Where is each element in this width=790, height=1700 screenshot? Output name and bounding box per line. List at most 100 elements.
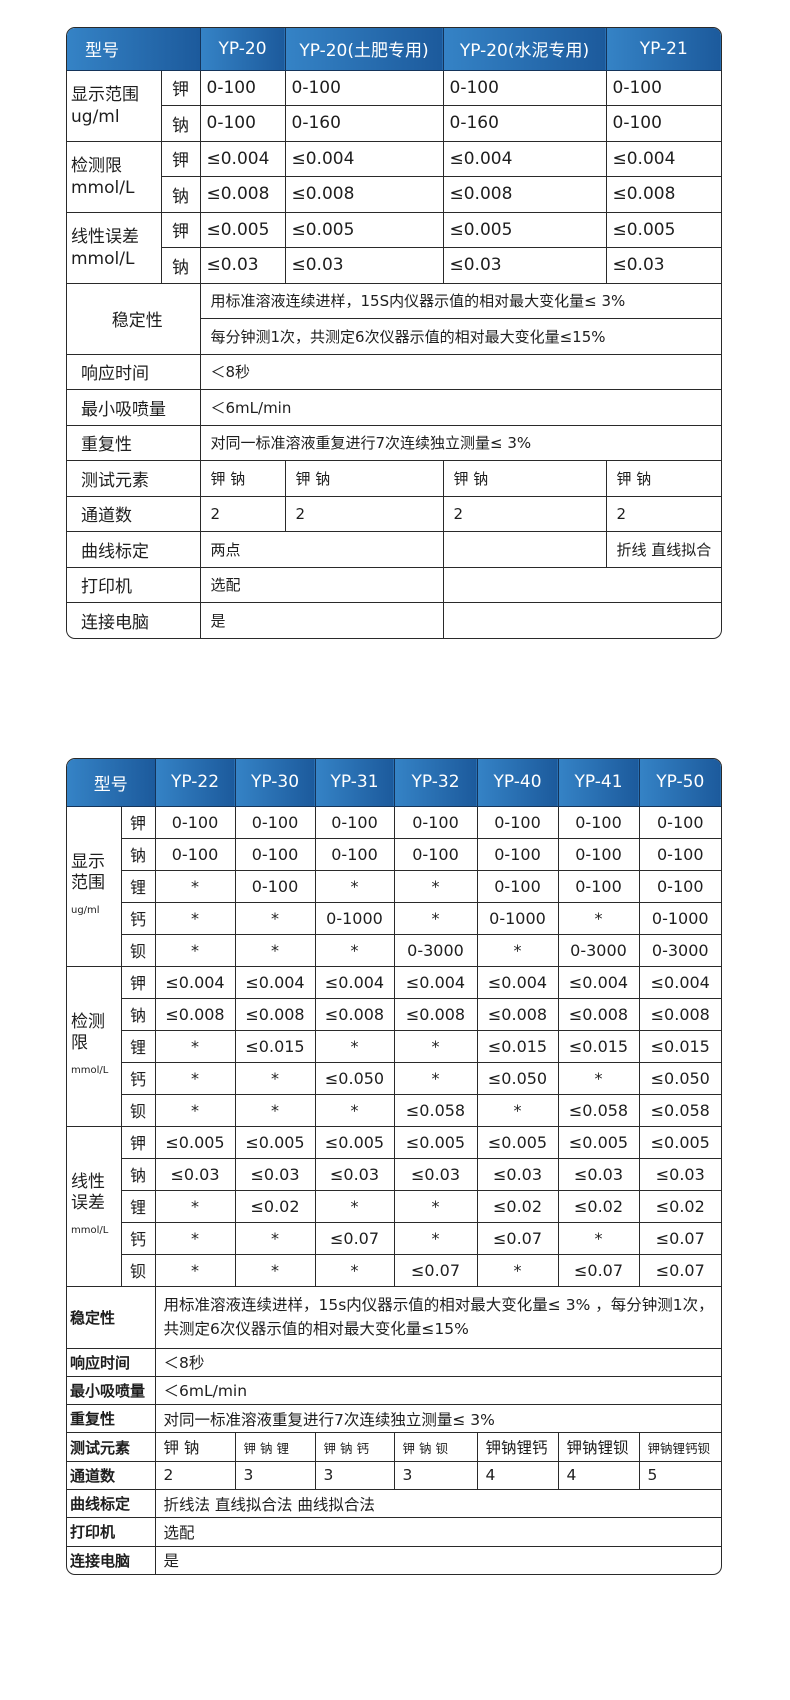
value-cell: 0-100 [638, 869, 721, 903]
unit-label: ug/ml [71, 106, 120, 127]
value-cell: ≤0.008 [234, 997, 316, 1031]
value-cell: ≤0.07 [638, 1221, 721, 1255]
spec-value [442, 602, 721, 638]
value-cell: ≤0.005 [557, 1125, 640, 1159]
value-cell: ≤0.005 [393, 1125, 478, 1159]
stability-text: 用标准溶液连续进样，15S内仪器示值的相对最大变化量≤ 3% [199, 282, 721, 319]
value-cell: * [154, 933, 236, 967]
row-label: 最小吸喷量 [67, 389, 201, 426]
value-cell: ≤0.050 [638, 1061, 721, 1095]
table-row: 显示 范围 ug/ml 钾 0-100 0-100 0-100 0-100 0-100 0-100… [67, 805, 721, 967]
group-label: 检测限 mmol/L [67, 140, 162, 213]
header-model: YP-20(水泥专用) [442, 28, 607, 71]
table-row: 重复性 对同一标准溶液重复进行7次连续独立测量≤ 3% [67, 1404, 721, 1434]
value-cell: * [314, 1253, 395, 1287]
value-cell: 0-100 [557, 869, 640, 903]
value-cell: ≤0.058 [557, 1093, 640, 1127]
header-model: YP-31 [314, 759, 395, 807]
table-row: 钡 * * * ≤0.07 * ≤0.07 ≤0.07 [67, 1253, 721, 1287]
value-cell: * [154, 1093, 236, 1127]
value-cell: ≤0.005 [476, 1125, 559, 1159]
table-row: 响应时间 ＜8秒 [67, 1347, 721, 1377]
value-cell: * [393, 869, 478, 903]
header-model: YP-20(土肥专用) [284, 28, 444, 71]
value-cell: ≤0.005 [284, 211, 444, 248]
table-row: 钠 ≤0.03 ≤0.03 ≤0.03 ≤0.03 [67, 247, 721, 284]
header-model-label: 型号 [67, 28, 201, 71]
value-cell: 0-160 [284, 105, 444, 142]
value-cell: 0-100 [154, 837, 236, 871]
spec-value: 钾 钠 钡 [393, 1432, 478, 1462]
element-label: 钾 [120, 965, 156, 999]
spec-value: 是 [199, 602, 444, 638]
spec-value: 2 [199, 495, 286, 532]
group-label-line: 线性 [71, 1171, 105, 1192]
stability-label: 稳定性 [67, 1285, 156, 1349]
value-cell: 0-100 [605, 69, 721, 106]
spec-value: 钾钠锂钙 [476, 1432, 559, 1462]
element-label: 钙 [121, 1061, 156, 1095]
value-cell: 0-100 [638, 837, 721, 871]
value-cell: ≤0.015 [234, 1029, 316, 1063]
row-label: 打印机 [67, 566, 201, 603]
group-label-text: 线性误差 [71, 226, 139, 247]
value-cell: ≤0.005 [605, 211, 721, 248]
row-label: 曲线标定 [67, 1488, 156, 1519]
value-cell: ≤0.03 [199, 247, 286, 284]
element-label: 钠 [161, 176, 201, 213]
unit-label: ug/ml [71, 904, 100, 916]
value-cell: ≤0.004 [638, 965, 721, 999]
value-cell: ≤0.015 [476, 1029, 559, 1063]
value-cell: * [314, 1189, 395, 1223]
value-cell: * [476, 933, 559, 967]
table-row: 最小吸喷量 ＜6mL/min [67, 1375, 721, 1406]
unit-label: mmol/L [71, 1224, 109, 1236]
spec-table-1: 型号 YP-20 YP-20(土肥专用) YP-20(水泥专用) YP-21 显示范围 ug… [67, 28, 721, 638]
value-cell: ≤0.015 [638, 1029, 721, 1063]
value-cell: ≤0.07 [476, 1221, 559, 1255]
value-cell: ≤0.03 [393, 1157, 478, 1191]
value-cell: 0-100 [234, 805, 316, 839]
value-cell: ≤0.058 [393, 1093, 478, 1127]
unit-label: mmol/L [71, 1064, 109, 1076]
value-cell: 0-100 [476, 869, 559, 903]
element-label: 钠 [161, 247, 201, 284]
value-cell: 0-100 [314, 837, 395, 871]
spec-value: 2 [284, 495, 444, 532]
value-cell: ≤0.07 [557, 1253, 640, 1287]
spec-value: 钾钠锂钙钡 [638, 1432, 721, 1462]
value-cell: ≤0.004 [605, 140, 721, 177]
row-label: 连接电脑 [67, 602, 201, 638]
value-cell: * [154, 901, 236, 935]
value-cell: ≤0.03 [284, 247, 444, 284]
value-cell: ≤0.005 [199, 211, 286, 248]
value-cell: ≤0.02 [557, 1189, 640, 1223]
value-cell: ≤0.004 [199, 140, 286, 177]
group-label: 检测限 mmol/L [67, 965, 122, 1127]
value-cell: * [154, 1061, 236, 1095]
group-label-line: 误差 [71, 1192, 105, 1213]
spec-value: 对同一标准溶液重复进行7次连续独立测量≤ 3% [199, 424, 721, 461]
spec-value: 两点 [199, 531, 444, 568]
value-cell: * [314, 869, 395, 903]
value-cell: * [476, 1253, 559, 1287]
table-row: 钙 * * 0-1000 * 0-1000 * 0-1000 [67, 901, 721, 935]
value-cell: ≤0.008 [393, 997, 478, 1031]
element-label: 钠 [121, 1157, 156, 1191]
header-model: YP-50 [638, 759, 721, 807]
table-row: 钠 ≤0.008 ≤0.008 ≤0.008 ≤0.008 ≤0.008 ≤0.008 ≤0.… [67, 997, 721, 1031]
value-cell: ≤0.03 [557, 1157, 640, 1191]
table-row: 曲线标定 两点 折线 直线拟合 [67, 531, 721, 568]
spec-value: 2 [605, 495, 721, 532]
value-cell: ≤0.02 [638, 1189, 721, 1223]
element-label: 钡 [121, 1253, 156, 1287]
spec-value: 2 [442, 495, 607, 532]
table-row: 线性误差 mmol/L 钾 ≤0.005 ≤0.005 ≤0.005 ≤0.005 [67, 211, 721, 284]
header-model: YP-41 [557, 759, 640, 807]
spec-value: 选配 [199, 566, 444, 603]
stability-label: 稳定性 [67, 282, 201, 355]
spec-table-2: 型号 YP-22 YP-30 YP-31 YP-32 YP-40 YP-41 YP-50 显示范… [67, 759, 721, 1575]
value-cell: ≤0.07 [638, 1253, 721, 1287]
table-row: 曲线标定 折线法 直线拟合法 曲线拟合法 [67, 1488, 721, 1519]
value-cell: 0-100 [234, 837, 316, 871]
